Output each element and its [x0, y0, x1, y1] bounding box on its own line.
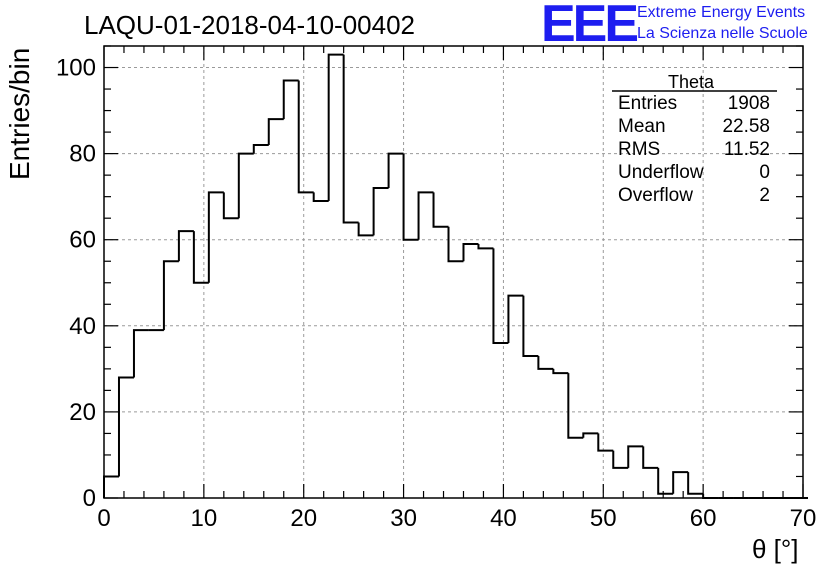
histogram-bin: [237, 152, 254, 219]
histogram-bin: [522, 295, 539, 357]
histogram-bin: [462, 243, 479, 262]
stats-label: Overflow: [618, 185, 693, 206]
histogram-bin: [597, 433, 614, 452]
histogram-bin: [252, 144, 269, 154]
histogram-bin: [447, 226, 464, 263]
histogram-bin: [582, 432, 599, 438]
histogram-bin: [297, 80, 314, 194]
stats-label: Mean: [618, 116, 666, 137]
histogram-bin: [687, 472, 704, 495]
y-tick-label: 40: [69, 313, 96, 340]
y-tick-label: 60: [69, 227, 96, 254]
histogram-bin: [177, 230, 194, 262]
x-tick-label: 0: [97, 505, 110, 532]
histogram-bin: [267, 118, 284, 146]
histogram-bin: [103, 475, 119, 498]
histogram-bin: [612, 450, 629, 469]
histogram-bin: [492, 248, 509, 345]
histogram-bin: [432, 192, 449, 228]
stats-value: 2: [759, 185, 770, 206]
plot-frame: [103, 45, 804, 499]
histogram-bin: [477, 244, 494, 250]
y-tick-label: 20: [69, 399, 96, 426]
histogram-bin: [342, 54, 359, 224]
histogram-bin: [387, 152, 404, 189]
histogram-bin: [507, 294, 524, 344]
histogram-bin: [207, 191, 224, 283]
x-tick-label: 30: [390, 505, 417, 532]
histogram-bin: [372, 187, 389, 236]
stats-label: Underflow: [618, 162, 704, 183]
logo-text-line2: La Scienza nelle Scuole: [637, 25, 808, 42]
histogram-bin: [402, 153, 419, 241]
x-axis-label: θ [°]: [752, 534, 799, 564]
histogram-bin: [282, 79, 299, 120]
x-tick-label: 20: [290, 505, 317, 532]
eee-logo: EEE: [541, 0, 639, 53]
x-tick-label: 50: [590, 505, 617, 532]
logo-text-line1: Extreme Energy Events: [637, 4, 806, 21]
histogram-bin: [417, 191, 434, 240]
histogram-bin: [132, 329, 149, 378]
histogram-bin: [567, 373, 584, 439]
histogram-bin: [642, 446, 659, 469]
stats-label: Entries: [618, 93, 678, 114]
histogram-bin: [222, 192, 239, 220]
x-tick-label: 40: [490, 505, 517, 532]
stats-box-title: Theta: [668, 72, 715, 92]
histogram-bin: [162, 260, 179, 331]
histogram-bin: [327, 53, 344, 201]
histogram-bin: [357, 222, 374, 237]
y-tick-label: 100: [56, 55, 96, 82]
y-tick-label: 80: [69, 141, 96, 168]
histogram-bin: [657, 467, 674, 495]
histogram-bin: [552, 368, 569, 375]
x-tick-label: 70: [790, 505, 817, 532]
histogram-bin: [192, 231, 209, 284]
histogram-bin: [537, 355, 554, 370]
histogram-bin: [672, 471, 689, 494]
stats-label: RMS: [618, 139, 661, 160]
x-tick-label: 10: [191, 505, 218, 532]
x-tick-label: 60: [690, 505, 717, 532]
stats-value: 22.58: [722, 116, 770, 137]
run-title: LAQU-01-2018-04-10-00402: [84, 10, 415, 40]
stats-value: 11.52: [723, 139, 770, 160]
stats-value: 0: [759, 162, 770, 183]
y-tick-label: 0: [83, 485, 96, 512]
histogram-bin: [312, 192, 329, 202]
histogram-bin: [117, 376, 134, 477]
stats-value: 1908: [727, 93, 770, 114]
histogram-bin: [627, 445, 644, 468]
y-axis-label: Entries/bin: [4, 47, 35, 180]
